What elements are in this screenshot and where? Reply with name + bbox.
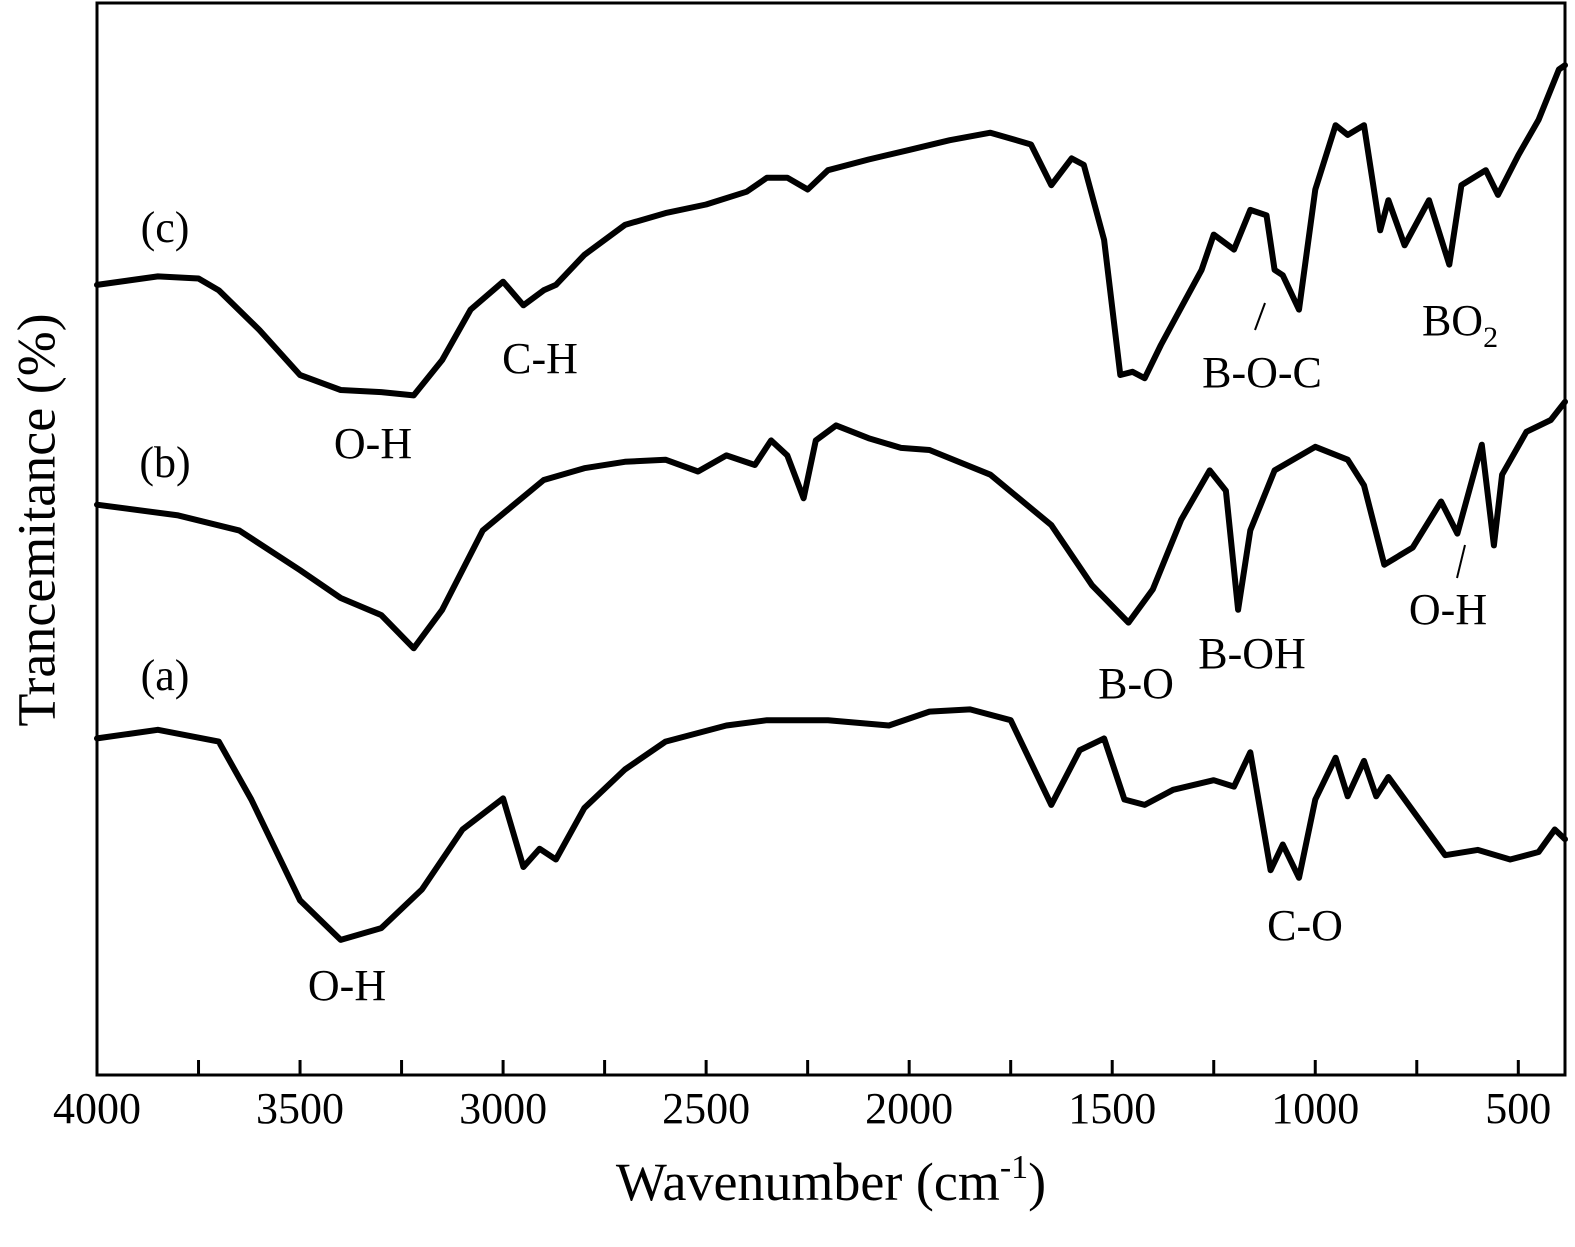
x-axis-label-text: )	[1028, 1152, 1046, 1212]
annotation-sub: 2	[1483, 321, 1498, 354]
annotation: B-O	[1098, 659, 1174, 708]
spectrum-line	[94, 706, 1568, 943]
x-tick-label: 1000	[1271, 1084, 1359, 1133]
x-tick-label: 2000	[865, 1084, 953, 1133]
leader-line	[1456, 544, 1466, 579]
x-tick-label: 3000	[459, 1084, 547, 1133]
annotation: O-H	[334, 419, 412, 468]
series-label: (a)	[141, 651, 190, 700]
annotation: B-OH	[1198, 629, 1306, 678]
annotation-text: O-H	[334, 419, 412, 468]
annotation-text: BO	[1422, 296, 1483, 345]
annotation: O-H	[308, 961, 386, 1010]
annotation-text: O-H	[1409, 585, 1487, 634]
annotation: O-H	[1409, 585, 1487, 634]
series-label: (b)	[139, 438, 190, 487]
annotation-text: C-H	[502, 334, 578, 383]
x-axis-label: Wavenumber (cm-1)	[616, 1149, 1046, 1212]
annotation-text: B-O-C	[1202, 348, 1322, 397]
plot-frame	[95, 1, 1567, 1077]
x-tick-label: 4000	[53, 1084, 141, 1133]
spectrum-line	[94, 62, 1568, 399]
x-axis-label-sup: -1	[1000, 1149, 1028, 1186]
series-label: (c)	[141, 203, 190, 252]
annotation-text: O-H	[308, 961, 386, 1010]
y-axis-label: Trancemitance (%)	[6, 313, 66, 726]
annotation-text: C-O	[1267, 901, 1343, 950]
annotation: C-H	[502, 334, 578, 383]
annotation-text: B-OH	[1198, 629, 1306, 678]
x-tick-label: 500	[1485, 1084, 1551, 1133]
x-axis-label-text: Wavenumber (cm	[616, 1152, 1000, 1212]
x-tick-label: 3500	[256, 1084, 344, 1133]
annotation-text: B-O	[1098, 659, 1174, 708]
x-tick-label: 2500	[662, 1084, 750, 1133]
annotation: BO2	[1422, 296, 1498, 354]
x-tick-label: 1500	[1068, 1084, 1156, 1133]
annotation: C-O	[1267, 901, 1343, 950]
annotation: B-O-C	[1202, 348, 1322, 397]
leader-line	[1254, 302, 1266, 331]
spectrum-line	[94, 398, 1568, 652]
